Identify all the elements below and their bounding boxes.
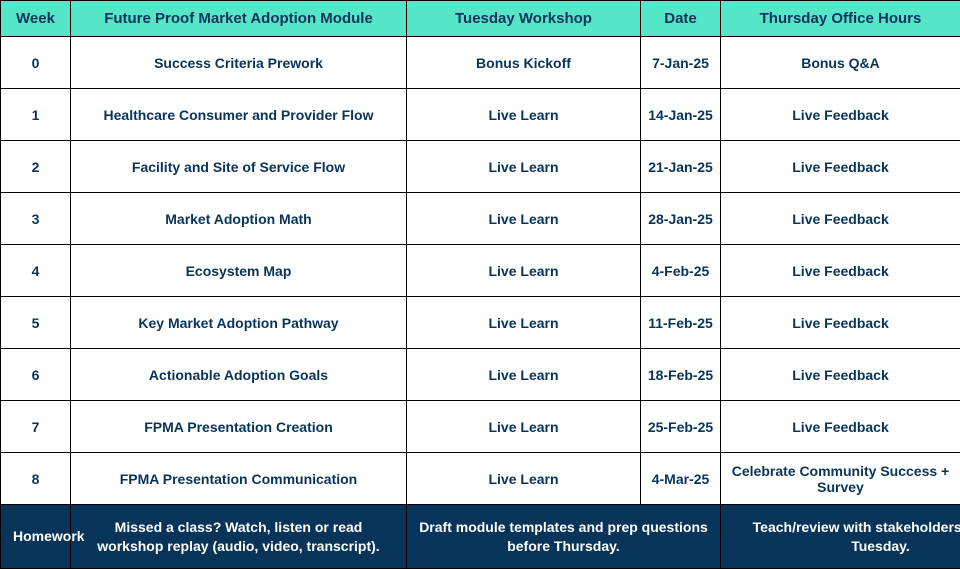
cell-date1: 4-Mar-25 (641, 453, 721, 505)
cell-date1: 7-Jan-25 (641, 37, 721, 89)
cell-week: 1 (1, 89, 71, 141)
table-body: 0Success Criteria PreworkBonus Kickoff7-… (1, 37, 960, 505)
cell-week: 8 (1, 453, 71, 505)
table-footer: Homework Missed a class? Watch, listen o… (1, 505, 960, 569)
cell-module: Actionable Adoption Goals (71, 349, 407, 401)
cell-date1: 14-Jan-25 (641, 89, 721, 141)
cell-workshop: Live Learn (407, 297, 641, 349)
col-header-module: Future Proof Market Adoption Module (71, 1, 407, 37)
cell-module: Success Criteria Prework (71, 37, 407, 89)
table-row: 0Success Criteria PreworkBonus Kickoff7-… (1, 37, 960, 89)
cell-module: FPMA Presentation Creation (71, 401, 407, 453)
cell-date1: 21-Jan-25 (641, 141, 721, 193)
cell-office: Live Feedback (721, 89, 960, 141)
cell-module: FPMA Presentation Communication (71, 453, 407, 505)
table-row: 2Facility and Site of Service FlowLive L… (1, 141, 960, 193)
cell-workshop: Live Learn (407, 401, 641, 453)
cell-workshop: Bonus Kickoff (407, 37, 641, 89)
cell-workshop: Live Learn (407, 89, 641, 141)
cell-workshop: Live Learn (407, 453, 641, 505)
cell-week: 3 (1, 193, 71, 245)
cell-week: 4 (1, 245, 71, 297)
col-header-office: Thursday Office Hours (721, 1, 960, 37)
cell-office: Live Feedback (721, 297, 960, 349)
table-header: Week Future Proof Market Adoption Module… (1, 1, 960, 37)
table-row: 6Actionable Adoption GoalsLive Learn18-F… (1, 349, 960, 401)
cell-date1: 18-Feb-25 (641, 349, 721, 401)
cell-office: Live Feedback (721, 401, 960, 453)
cell-module: Market Adoption Math (71, 193, 407, 245)
cell-office: Live Feedback (721, 245, 960, 297)
cell-office: Celebrate Community Success + Survey (721, 453, 960, 505)
cell-office: Bonus Q&A (721, 37, 960, 89)
cell-module: Ecosystem Map (71, 245, 407, 297)
col-header-week: Week (1, 1, 71, 37)
table-row: 1Healthcare Consumer and Provider FlowLi… (1, 89, 960, 141)
cell-date1: 25-Feb-25 (641, 401, 721, 453)
cell-workshop: Live Learn (407, 349, 641, 401)
footer-workshop: Draft module templates and prep question… (407, 505, 721, 569)
cell-week: 7 (1, 401, 71, 453)
header-row: Week Future Proof Market Adoption Module… (1, 1, 960, 37)
cell-week: 5 (1, 297, 71, 349)
footer-label: Homework (1, 505, 71, 569)
cell-office: Live Feedback (721, 141, 960, 193)
cell-week: 2 (1, 141, 71, 193)
cell-module: Facility and Site of Service Flow (71, 141, 407, 193)
cell-office: Live Feedback (721, 193, 960, 245)
cell-workshop: Live Learn (407, 141, 641, 193)
col-header-date1: Date (641, 1, 721, 37)
table-row: 3Market Adoption MathLive Learn28-Jan-25… (1, 193, 960, 245)
footer-office: Teach/review with stakeholders before Tu… (721, 505, 960, 569)
table-row: 4Ecosystem MapLive Learn4-Feb-25Live Fee… (1, 245, 960, 297)
footer-module: Missed a class? Watch, listen or read wo… (71, 505, 407, 569)
cell-office: Live Feedback (721, 349, 960, 401)
table-row: 8FPMA Presentation CommunicationLive Lea… (1, 453, 960, 505)
table-row: 5Key Market Adoption PathwayLive Learn11… (1, 297, 960, 349)
cell-date1: 4-Feb-25 (641, 245, 721, 297)
col-header-workshop: Tuesday Workshop (407, 1, 641, 37)
table-row: 7FPMA Presentation CreationLive Learn25-… (1, 401, 960, 453)
cell-date1: 11-Feb-25 (641, 297, 721, 349)
schedule-table: Week Future Proof Market Adoption Module… (0, 0, 960, 569)
cell-workshop: Live Learn (407, 245, 641, 297)
cell-week: 0 (1, 37, 71, 89)
cell-workshop: Live Learn (407, 193, 641, 245)
cell-module: Key Market Adoption Pathway (71, 297, 407, 349)
cell-week: 6 (1, 349, 71, 401)
cell-date1: 28-Jan-25 (641, 193, 721, 245)
cell-module: Healthcare Consumer and Provider Flow (71, 89, 407, 141)
footer-row: Homework Missed a class? Watch, listen o… (1, 505, 960, 569)
